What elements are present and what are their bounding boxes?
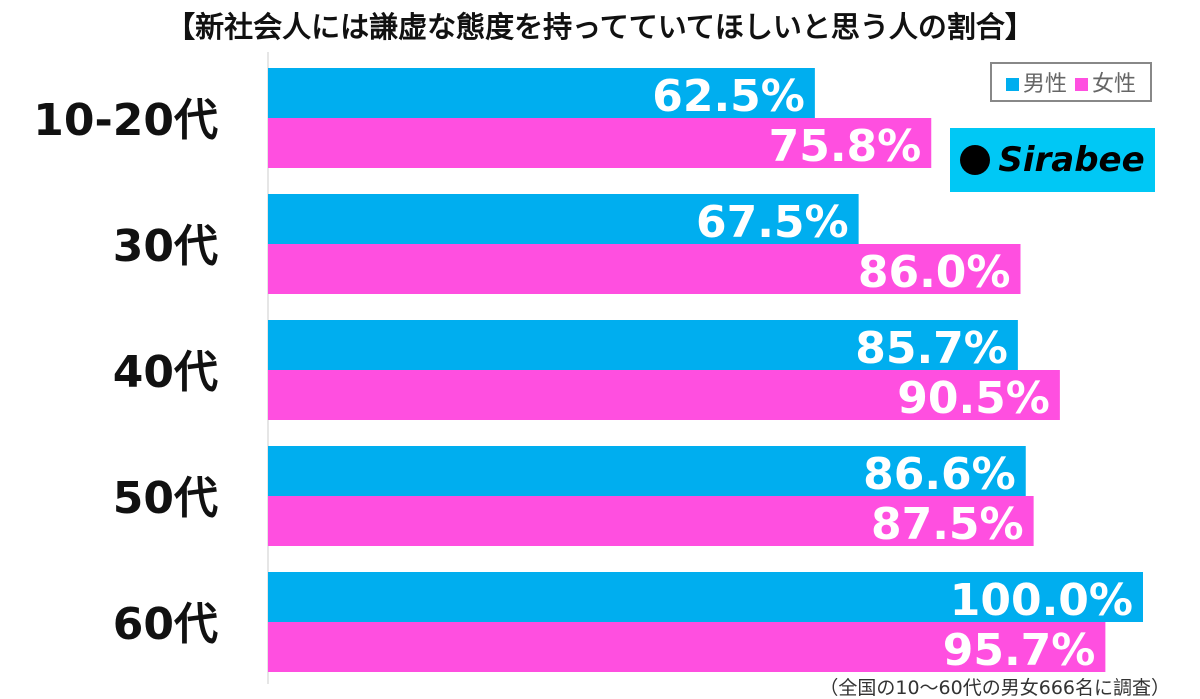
data-label: 75.8% — [769, 121, 922, 172]
data-label: 90.5% — [897, 373, 1050, 424]
data-label: 87.5% — [871, 499, 1024, 550]
logo-text: Sirabee — [998, 140, 1145, 180]
legend-item-female: 女性 — [1075, 66, 1136, 98]
legend-item-male: 男性 — [1005, 66, 1067, 98]
logo-mark-icon — [960, 145, 991, 175]
survey-note: （全国の10〜60代の男女666名に調査） — [819, 677, 1170, 699]
legend-swatch-male — [1005, 78, 1019, 91]
bar-male — [268, 572, 1143, 622]
category-label: 60代 — [113, 599, 218, 650]
category-label: 10-20代 — [33, 95, 218, 146]
sirabee-logo: Sirabee — [950, 128, 1155, 192]
chart-title: 【新社会人には謙虚な態度を持ってていてほしいと思う人の割合】 — [166, 10, 1034, 44]
category-label: 40代 — [113, 347, 218, 398]
bar-male — [268, 446, 1026, 496]
data-label: 85.7% — [855, 323, 1008, 374]
category-label: 50代 — [113, 473, 218, 524]
bar-female — [268, 496, 1034, 546]
legend-swatch-female — [1075, 78, 1088, 91]
bar-female — [268, 622, 1106, 672]
bar-female — [268, 370, 1060, 420]
legend: 男性 女性 — [990, 62, 1152, 102]
bar-female — [268, 118, 932, 168]
data-label: 62.5% — [652, 71, 805, 122]
data-label: 100.0% — [950, 575, 1133, 626]
bar-female — [268, 244, 1021, 294]
legend-label-male: 男性 — [1022, 72, 1067, 97]
data-label: 95.7% — [943, 625, 1096, 676]
data-label: 86.0% — [858, 247, 1011, 298]
bar-male — [268, 320, 1018, 370]
data-label: 67.5% — [696, 197, 849, 248]
bar-male — [268, 194, 859, 244]
category-label: 30代 — [113, 221, 218, 272]
data-label: 86.6% — [863, 449, 1016, 500]
legend-label-female: 女性 — [1092, 72, 1137, 97]
bar-male — [268, 68, 815, 118]
